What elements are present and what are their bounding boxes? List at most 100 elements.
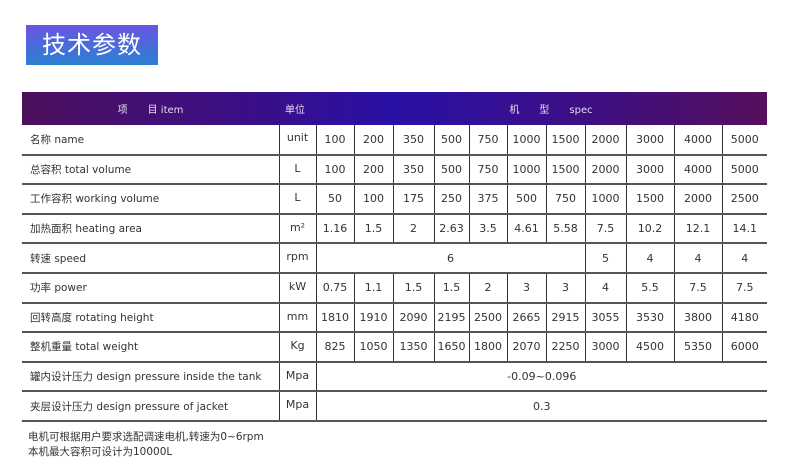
row-unit: Mpa bbox=[278, 391, 316, 422]
row-value: 2 bbox=[468, 272, 507, 304]
row-value: 200 bbox=[353, 154, 393, 186]
row-value: 2 bbox=[392, 213, 434, 245]
footnote-capacity: 本机最大容积可设计为10000L bbox=[28, 446, 173, 458]
row-unit: L bbox=[278, 154, 316, 186]
row-value: 1810 bbox=[315, 302, 354, 334]
row-value: 1.5 bbox=[353, 213, 393, 245]
row-value: 14.1 bbox=[721, 213, 767, 245]
row-value: 5350 bbox=[673, 332, 722, 363]
row-value: 3800 bbox=[673, 302, 722, 334]
row-unit: m² bbox=[278, 213, 316, 245]
row-value: 2915 bbox=[545, 302, 585, 334]
row-value: 350 bbox=[392, 154, 434, 186]
row-value: 1350 bbox=[392, 332, 434, 363]
row-unit: Kg bbox=[278, 332, 316, 363]
row-unit: unit bbox=[278, 125, 316, 156]
row-value: 6000 bbox=[721, 332, 767, 363]
row-value: 825 bbox=[315, 332, 354, 363]
row-value: -0.09~0.096 bbox=[315, 361, 767, 393]
row-value: 5 bbox=[584, 243, 626, 274]
row-value: 2000 bbox=[584, 154, 626, 186]
row-value: 4180 bbox=[721, 302, 767, 334]
table-row: 工作容积 working volume L 50 100 175 250 375 500 750… bbox=[22, 184, 767, 215]
row-value: 1.5 bbox=[433, 272, 469, 304]
row-value: 2090 bbox=[392, 302, 434, 334]
row-value: 3.5 bbox=[468, 213, 507, 245]
table-header: 项 目 item 单位 机 型 spec bbox=[22, 92, 767, 125]
row-value: 1000 bbox=[584, 184, 626, 215]
row-value: 3000 bbox=[625, 154, 674, 186]
table-row: 整机重量 total weight Kg 825 1050 1350 1650 1800 20… bbox=[22, 332, 767, 363]
row-value: 3 bbox=[545, 272, 585, 304]
row-value: 4 bbox=[625, 243, 674, 274]
row-value: 500 bbox=[506, 184, 546, 215]
table-row: 加热面积 heating area m² 1.16 1.5 2 2.63 3.5 4.61 5.… bbox=[22, 213, 767, 245]
row-value: 175 bbox=[392, 184, 434, 215]
row-label: 整机重量 total weight bbox=[22, 332, 279, 363]
row-value: 0.3 bbox=[315, 391, 767, 422]
row-unit: Mpa bbox=[278, 361, 316, 393]
table-row: 名称 name unit 100 200 350 500 750 1000 1500 2000 30… bbox=[22, 125, 767, 156]
row-value: 500 bbox=[433, 154, 469, 186]
row-value: 1650 bbox=[433, 332, 469, 363]
row-value: 5000 bbox=[721, 125, 767, 156]
row-unit: mm bbox=[278, 302, 316, 334]
row-value: 6 bbox=[315, 243, 585, 274]
row-value: 1.1 bbox=[353, 272, 393, 304]
spec-table: 项 目 item 单位 机 型 spec 名称 name unit 100 200 35… bbox=[22, 92, 767, 422]
row-label: 总容积 total volume bbox=[22, 154, 279, 186]
row-value: 4.61 bbox=[506, 213, 546, 245]
row-value: 1500 bbox=[545, 154, 585, 186]
row-value: 1500 bbox=[545, 125, 585, 156]
row-value: 200 bbox=[353, 125, 393, 156]
section-title: 技术参数 bbox=[26, 25, 158, 65]
row-value: 1500 bbox=[625, 184, 674, 215]
row-value: 0.75 bbox=[315, 272, 354, 304]
row-value: 100 bbox=[353, 184, 393, 215]
row-value: 1.16 bbox=[315, 213, 354, 245]
row-value: 3530 bbox=[625, 302, 674, 334]
table-row: 功率 power kW 0.75 1.1 1.5 1.5 2 3 3 4 5.5 7.5 7.5 bbox=[22, 272, 767, 304]
row-value: 2195 bbox=[433, 302, 469, 334]
row-value: 4000 bbox=[673, 125, 722, 156]
row-value: 50 bbox=[315, 184, 354, 215]
row-value: 3000 bbox=[625, 125, 674, 156]
header-unit: 单位 bbox=[285, 105, 305, 116]
row-value: 1000 bbox=[506, 154, 546, 186]
row-value: 375 bbox=[468, 184, 507, 215]
row-label: 名称 name bbox=[22, 125, 279, 156]
row-value: 5.58 bbox=[545, 213, 585, 245]
row-value: 12.1 bbox=[673, 213, 722, 245]
row-value: 4 bbox=[584, 272, 626, 304]
row-value: 750 bbox=[468, 154, 507, 186]
row-value: 4 bbox=[721, 243, 767, 274]
row-value: 2000 bbox=[584, 125, 626, 156]
row-value: 250 bbox=[433, 184, 469, 215]
table-row: 夹层设计压力 design pressure of jacket Mpa 0.3 bbox=[22, 391, 767, 422]
row-label: 夹层设计压力 design pressure of jacket bbox=[22, 391, 279, 422]
table-row: 回转高度 rotating height mm 1810 1910 2090 2195 25… bbox=[22, 302, 767, 334]
row-value: 100 bbox=[315, 125, 354, 156]
row-unit: kW bbox=[278, 272, 316, 304]
row-value: 3055 bbox=[584, 302, 626, 334]
table-row: 转速 speed rpm 6 5 4 4 4 bbox=[22, 243, 767, 274]
row-value: 1800 bbox=[468, 332, 507, 363]
row-unit: L bbox=[278, 184, 316, 215]
row-label: 加热面积 heating area bbox=[22, 213, 279, 245]
row-value: 5.5 bbox=[625, 272, 674, 304]
row-value: 3 bbox=[506, 272, 546, 304]
row-value: 2.63 bbox=[433, 213, 469, 245]
row-value: 2665 bbox=[506, 302, 546, 334]
table-row: 罐内设计压力 design pressure inside the tank Mp… bbox=[22, 361, 767, 393]
row-value: 100 bbox=[315, 154, 354, 186]
row-unit: rpm bbox=[278, 243, 316, 274]
row-value: 1910 bbox=[353, 302, 393, 334]
row-value: 4500 bbox=[625, 332, 674, 363]
row-value: 2000 bbox=[673, 184, 722, 215]
row-value: 2070 bbox=[506, 332, 546, 363]
row-value: 7.5 bbox=[673, 272, 722, 304]
row-value: 750 bbox=[468, 125, 507, 156]
row-value: 750 bbox=[545, 184, 585, 215]
row-value: 1.5 bbox=[392, 272, 434, 304]
row-value: 2500 bbox=[468, 302, 507, 334]
